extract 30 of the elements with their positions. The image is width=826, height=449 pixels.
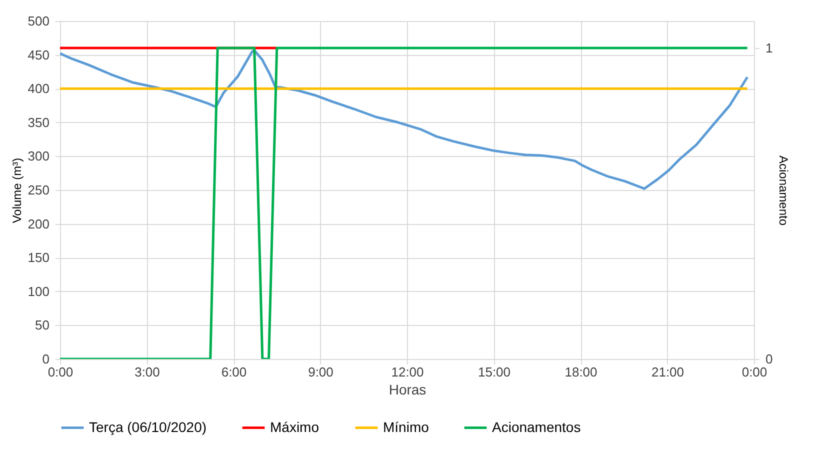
legend-label: Mínimo (383, 418, 430, 435)
y-tick-label: 0 (42, 352, 50, 366)
x-tick-label: 18:00 (564, 364, 598, 380)
x-tick-label: 0:00 (48, 364, 74, 380)
x-axis-title: Horas (388, 382, 426, 398)
y-tick-label: 350 (28, 114, 50, 130)
legend-label: Terça (06/10/2020) (89, 418, 207, 435)
line-series (60, 49, 749, 190)
y-tick-label: 250 (28, 182, 50, 198)
y-tick-label: 500 (28, 14, 50, 28)
y2-axis-title: Acionamento (776, 155, 791, 226)
y-axis-title: Volume (m³) (10, 158, 24, 224)
legend-label: Máximo (270, 418, 320, 435)
y-tick-label: 450 (28, 47, 50, 62)
y-tick-label: 100 (28, 284, 50, 299)
x-tick-label: 15:00 (478, 364, 511, 380)
y-tick-label: 300 (28, 148, 50, 164)
x-tick-label: 9:00 (308, 364, 334, 380)
legend-label: Acionamentos (492, 418, 581, 435)
x-tick-label: 6:00 (221, 364, 247, 380)
y-tick-label: 400 (28, 81, 50, 96)
x-tick-label: 21:00 (651, 364, 684, 380)
x-tick-label: 0:00 (742, 364, 768, 380)
y2-tick-label: 0 (766, 352, 773, 366)
y-tick-label: 200 (28, 216, 50, 232)
y-tick-label: 50 (35, 318, 50, 333)
y-tick-label: 150 (28, 250, 50, 266)
y2-tick-label: 1 (766, 40, 773, 56)
x-tick-label: 3:00 (134, 364, 160, 380)
x-tick-label: 12:00 (391, 364, 424, 380)
